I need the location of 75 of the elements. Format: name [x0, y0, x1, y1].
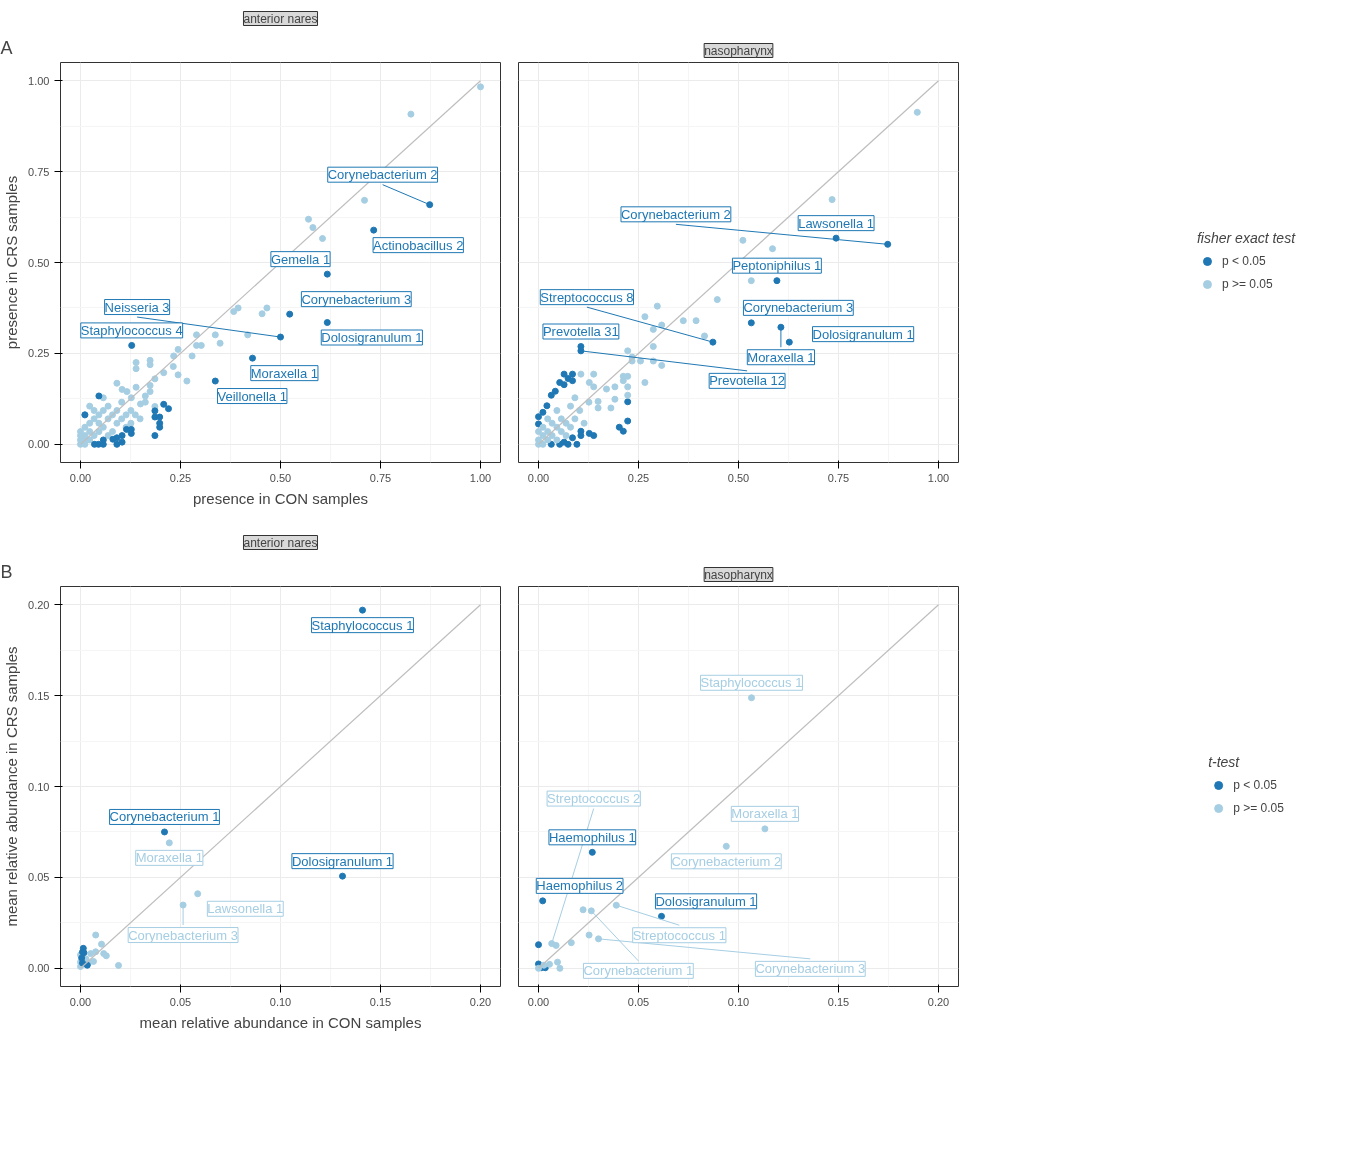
annotation: Corynebacterium 2: [327, 167, 438, 183]
x-tick-label: 0.00: [69, 471, 92, 484]
annotation: Streptococcus 8: [540, 289, 634, 305]
annotation: Peptoniphilus 1: [732, 258, 822, 274]
x-tick-label: 0.00: [527, 471, 550, 484]
y-tick-label: 0.00: [28, 962, 50, 975]
annotation: Dolosigranulum 1: [321, 330, 423, 345]
legend-label: p < 0.05: [1221, 254, 1266, 268]
x-tick-label: 0.75: [827, 471, 850, 484]
x-tick-label: 1.00: [469, 471, 492, 484]
x-tick-label: 0.50: [727, 471, 750, 484]
y-tick-label: 0.20: [28, 598, 50, 611]
annotation: Corynebacterium 2: [671, 853, 782, 869]
x-tick-label: 0.25: [169, 471, 192, 484]
annotation: Corynebacterium 1: [109, 809, 220, 825]
chart-title: anterior nares: [243, 11, 318, 26]
x-tick-label: 0.75: [369, 471, 392, 484]
legend-label: p >= 0.05: [1221, 277, 1273, 291]
annotation: Dolosigranulum 1: [812, 326, 914, 342]
x-axis-title: mean relative abundance in CON samples: [139, 1013, 422, 1031]
y-tick-label: 0.00: [28, 438, 50, 451]
y-tick-label: 0.15: [28, 689, 50, 702]
annotation: Haemophilus 1: [548, 829, 636, 845]
x-tick-label: 0.20: [469, 995, 492, 1008]
annotation: Dolosigranulum 1: [291, 853, 394, 869]
text: B: [0, 561, 13, 582]
y-tick-label: 0.10: [28, 780, 50, 793]
x-tick-label: 0.10: [727, 995, 750, 1008]
annotation: Streptococcus 1: [632, 927, 726, 943]
x-tick-label: 1.00: [927, 471, 950, 484]
annotation: Staphylococcus 1: [311, 617, 414, 633]
annotation: Gemella 1: [270, 251, 331, 267]
x-tick-label: 0.25: [627, 471, 650, 484]
y-tick-label: 0.05: [28, 871, 50, 884]
legend-label: p < 0.05: [1233, 778, 1277, 792]
x-tick-label: 0.10: [269, 995, 292, 1008]
legend-title: t-test: [1208, 754, 1241, 770]
x-tick-label: 0.15: [827, 995, 850, 1008]
x-tick-label: 0.20: [927, 995, 950, 1008]
annotation: Moraxella 1: [250, 365, 318, 381]
annotation: Corynebacterium 3: [128, 927, 239, 943]
annotation: Lawsonella 1: [798, 215, 875, 231]
legend-label: p >= 0.05: [1233, 801, 1284, 815]
y-axis-title: mean relative abundance in CRS samples: [3, 646, 21, 927]
annotation: Haemophilus 2: [536, 878, 623, 894]
x-tick-label: 0.05: [627, 995, 650, 1008]
x-axis-title: presence in CON samples: [192, 489, 369, 507]
y-tick-label: 1.00: [28, 74, 50, 87]
annotation: Moraxella 1: [747, 349, 815, 365]
y-tick-label: 0.75: [28, 165, 50, 178]
annotation: Moraxella 1: [731, 806, 799, 822]
annotation: Dolosigranulum 1: [655, 893, 757, 909]
annotation: Streptococcus 2: [547, 791, 641, 807]
annotation: Corynebacterium 3: [301, 291, 412, 307]
annotation: Corynebacterium 3: [755, 961, 866, 977]
annotation: Corynebacterium 3: [743, 300, 854, 316]
x-tick-label: 0.05: [169, 995, 192, 1008]
legend-title: fisher exact test: [1196, 230, 1296, 246]
y-tick-label: 0.50: [28, 256, 50, 269]
annotation: Staphylococcus 1: [700, 675, 803, 691]
text: A: [0, 37, 13, 58]
annotation: Neisseria 3: [104, 299, 170, 315]
x-tick-label: 0.00: [527, 995, 550, 1008]
y-axis-title: presence in CRS samples: [3, 175, 21, 350]
y-tick-label: 0.25: [28, 347, 50, 360]
x-tick-label: 0.50: [269, 471, 292, 484]
x-tick-label: 0.15: [369, 995, 392, 1008]
chart-title: anterior nares: [243, 535, 318, 550]
annotation: Prevotella 31: [542, 324, 619, 339]
annotation: Prevotella 12: [709, 373, 786, 389]
annotation: Moraxella 1: [135, 850, 203, 866]
annotation: Corynebacterium 1: [583, 963, 694, 979]
annotation: Corynebacterium 2: [620, 206, 731, 222]
annotation: Lawsonella 1: [207, 901, 284, 917]
x-tick-label: 0.00: [69, 995, 92, 1008]
